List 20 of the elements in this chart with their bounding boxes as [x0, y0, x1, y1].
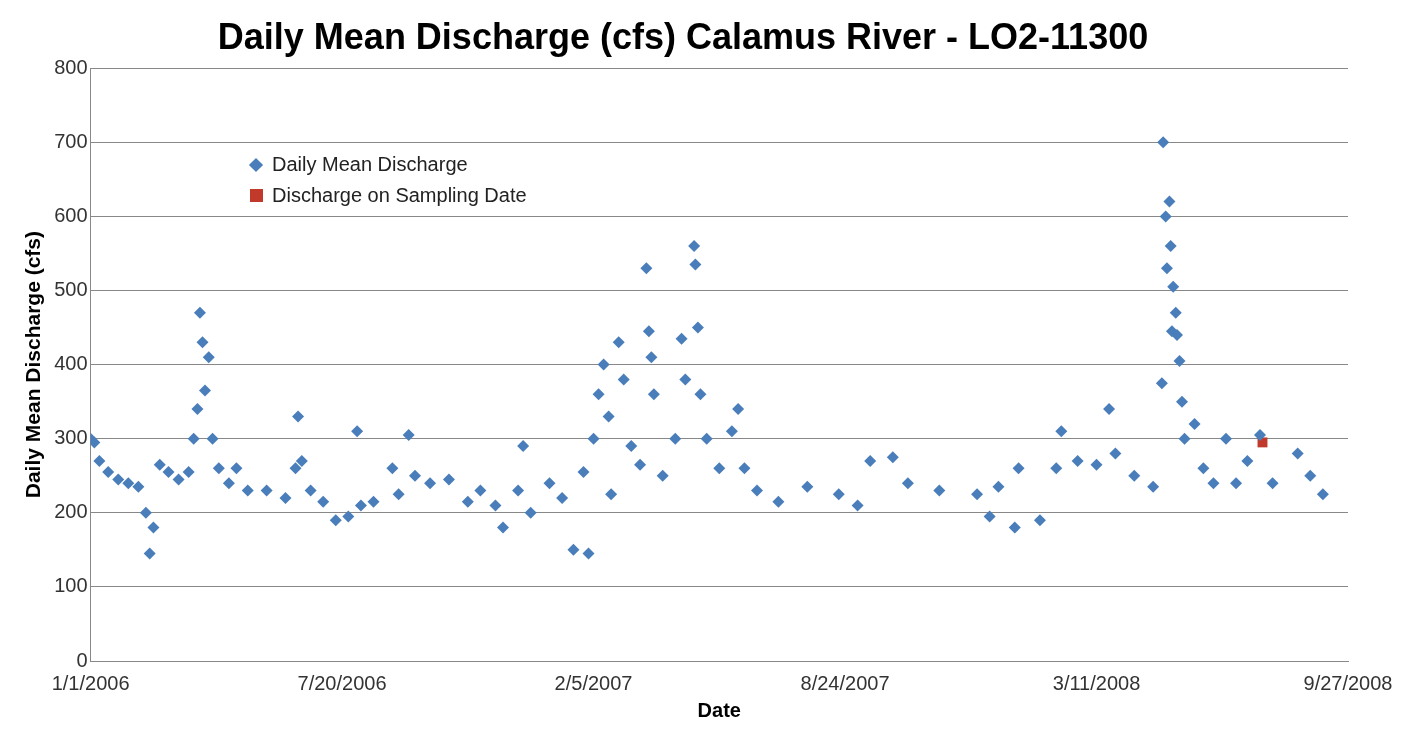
y-tick-label: 200 — [54, 500, 88, 523]
x-tick-label: 8/24/2007 — [800, 671, 890, 694]
y-tick-label: 0 — [76, 648, 88, 671]
x-axis-title: Date — [697, 698, 741, 721]
chart-title: Daily Mean Discharge (cfs) Calamus River - LO2-11300 — [217, 15, 1149, 57]
y-tick-label: 300 — [54, 426, 88, 449]
y-tick-label: 800 — [54, 55, 88, 78]
x-tick-label: 7/20/2006 — [297, 671, 387, 694]
y-tick-label: 500 — [54, 278, 88, 301]
x-tick-label: 3/11/2008 — [1052, 671, 1141, 694]
x-tick-label: 9/27/2008 — [1303, 671, 1393, 694]
y-axis-title: Daily Mean Discharge (cfs) — [21, 230, 45, 499]
x-tick-label: 1/1/2006 — [51, 671, 130, 694]
y-tick-label: 700 — [54, 129, 88, 152]
legend-label: Discharge on Sampling Date — [272, 184, 527, 207]
y-tick-label: 600 — [54, 203, 88, 226]
legend-label: Daily Mean Discharge — [272, 153, 468, 176]
y-tick-label: 400 — [54, 352, 88, 375]
y-tick-label: 100 — [54, 574, 88, 597]
x-tick-label: 2/5/2007 — [554, 671, 633, 694]
